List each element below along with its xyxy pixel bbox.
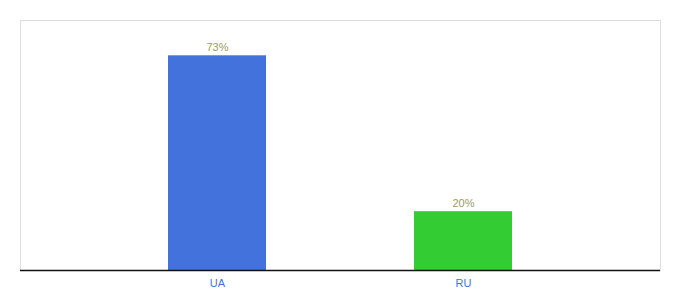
svg-text:73%: 73% <box>206 41 228 53</box>
svg-text:20%: 20% <box>452 197 474 209</box>
svg-text:RU: RU <box>456 277 472 289</box>
svg-text:UA: UA <box>210 277 226 289</box>
